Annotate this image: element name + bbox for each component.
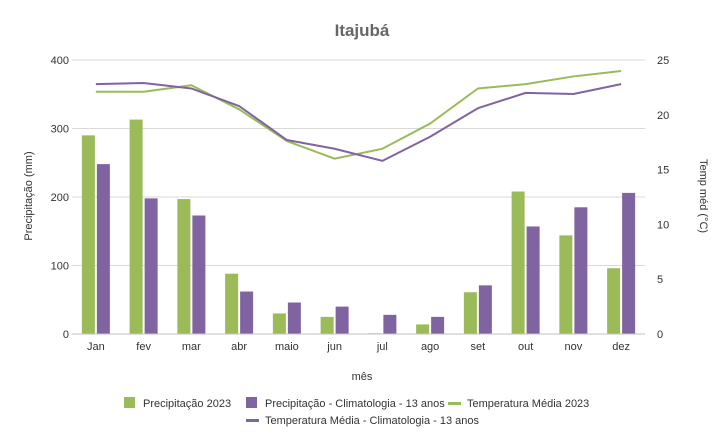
x-tick-label: nov <box>565 341 583 353</box>
legend-label: Temperatura Média 2023 <box>467 398 589 410</box>
bar <box>225 273 239 334</box>
bar <box>81 135 95 334</box>
legend-swatch <box>124 397 135 408</box>
x-axis-label: mês <box>352 371 373 383</box>
bar <box>96 164 110 334</box>
legend-label: Precipitação - Climatologia - 13 anos <box>265 398 445 410</box>
bar <box>574 207 588 334</box>
y-tick-label: 0 <box>63 329 69 341</box>
series-line <box>95 69 622 160</box>
legend-label: Precipitação 2023 <box>143 398 231 410</box>
y2-axis-label: Temp méd (°C) <box>697 159 709 233</box>
bar <box>416 324 430 334</box>
grid-lines <box>72 59 645 335</box>
x-tick-label: set <box>471 341 486 353</box>
bar <box>335 306 349 334</box>
bar <box>463 292 477 334</box>
y-tick-label: 400 <box>51 55 69 67</box>
x-tick-label: abr <box>231 341 247 353</box>
bar <box>320 316 334 334</box>
x-tick-label: out <box>518 341 533 353</box>
bar <box>431 316 445 334</box>
bar <box>272 313 286 334</box>
y2-tick-label: 20 <box>657 110 669 122</box>
y-tick-label: 300 <box>51 124 69 136</box>
x-tick-label: fev <box>136 341 151 353</box>
bar <box>559 235 573 334</box>
bar <box>287 302 301 334</box>
x-tick-label: jul <box>376 341 388 353</box>
y2-tick-label: 10 <box>657 219 669 231</box>
temperature-lines <box>95 69 622 162</box>
bar <box>192 215 206 334</box>
bar <box>526 226 540 334</box>
y-axis-label: Precipitação (mm) <box>23 151 35 240</box>
legend-swatch <box>246 419 259 422</box>
legend: Precipitação 2023 Precipitação - Climatol… <box>124 397 589 427</box>
bar <box>144 198 158 334</box>
legend-swatch <box>448 402 461 405</box>
y2-tick-label: 15 <box>657 165 669 177</box>
x-tick-label: Jan <box>87 341 105 353</box>
bar <box>622 192 636 334</box>
y2-tick-label: 25 <box>657 55 669 67</box>
bar <box>478 285 492 334</box>
x-tick-label: ago <box>421 341 439 353</box>
y2-tick-label: 0 <box>657 329 663 341</box>
y-tick-label: 100 <box>51 261 69 273</box>
bar <box>240 291 254 334</box>
bar <box>383 314 397 334</box>
legend-label: Temperatura Média - Climatologia - 13 an… <box>265 415 479 427</box>
bar <box>511 191 525 334</box>
x-tick-label: dez <box>612 341 630 353</box>
x-tick-label: jun <box>326 341 342 353</box>
axes: 0 100 200 300 400 0 5 10 15 20 25 Jan fev mar abr maio j… <box>51 55 670 353</box>
x-tick-label: maio <box>275 341 299 353</box>
bars <box>81 119 636 334</box>
bar <box>607 268 621 334</box>
chart-title: Itajubá <box>335 21 390 40</box>
bar <box>129 119 143 334</box>
y2-tick-label: 5 <box>657 274 663 286</box>
series-line <box>95 82 622 162</box>
legend-swatch <box>246 397 257 408</box>
y-tick-label: 200 <box>51 192 69 204</box>
x-tick-label: mar <box>182 341 201 353</box>
bar <box>177 199 191 334</box>
